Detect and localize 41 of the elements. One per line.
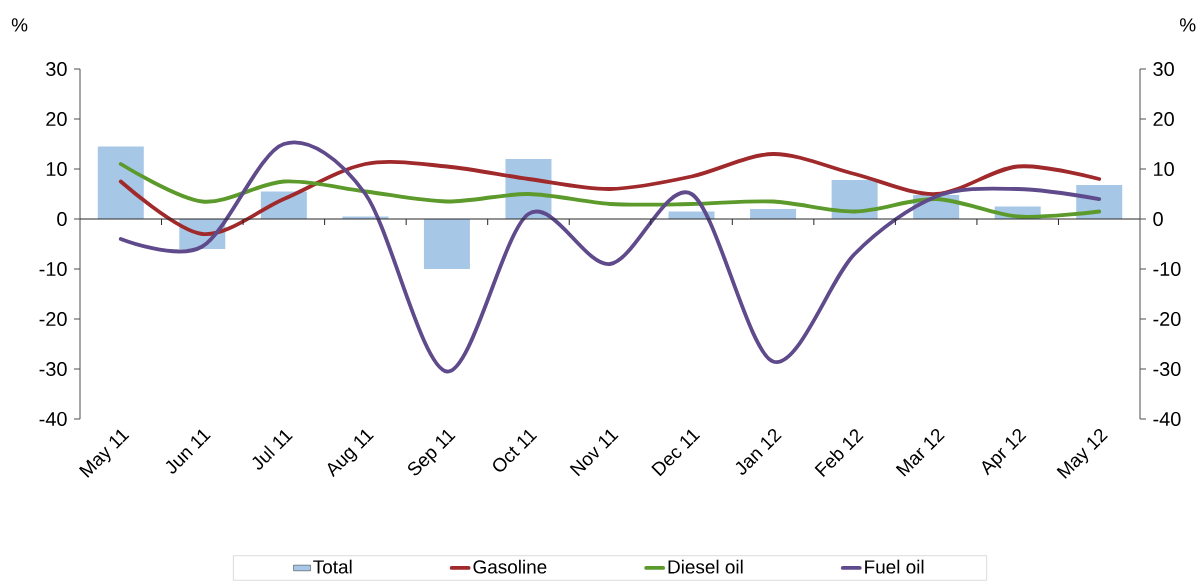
legend-label: Diesel oil (668, 559, 743, 574)
legend-label: Gasoline (473, 559, 547, 574)
x-tick-label: Dec 11 (651, 429, 701, 477)
x-tick-label: Jul 11 (252, 430, 293, 470)
y-tick-label: -40 (39, 411, 67, 427)
line-series (118, 162, 1102, 219)
y2-tick-label: 30 (1153, 61, 1174, 77)
legend-label: Total (313, 559, 352, 574)
y-tick-label: 0 (57, 211, 67, 227)
x-tick-label: Jun 11 (165, 429, 211, 474)
line-series (118, 141, 1102, 374)
x-tick-label: Apr 12 (982, 428, 1027, 476)
y-tick-label: -20 (39, 311, 67, 327)
x-tick-label: May 12 (1056, 428, 1108, 479)
y-tick-label: 30 (46, 61, 67, 77)
line-series (118, 152, 1102, 236)
y-tick-label: -30 (39, 361, 67, 377)
x-tick-label: Mar 12 (895, 428, 945, 477)
x-tick-label: Feb 12 (814, 429, 864, 477)
y2-tick-label: 10 (1154, 161, 1174, 177)
legend-label: Fuel oil (865, 559, 924, 574)
y2-axis-title: % (1179, 18, 1196, 32)
y2-tick-label: -40 (1153, 411, 1181, 427)
y2-tick-label: -30 (1153, 361, 1181, 377)
x-tick-label: Oct 11 (493, 429, 538, 472)
y2-tick-label: -20 (1153, 311, 1181, 327)
x-tick-label: Aug 11 (327, 429, 374, 478)
y-tick-label: 20 (46, 111, 67, 127)
y-tick-label: -10 (39, 261, 67, 277)
y2-tick-label: -10 (1153, 261, 1181, 277)
y2-tick-label: 0 (1153, 211, 1163, 227)
bar (750, 209, 797, 219)
y2-tick-label: 20 (1153, 111, 1174, 127)
bar (423, 219, 470, 269)
bar (97, 146, 144, 219)
x-tick-label: Nov 11 (569, 429, 619, 477)
x-tick-label: Jan 12 (735, 428, 782, 475)
y-tick-label: 10 (46, 161, 67, 177)
y-axis-title: % (11, 18, 28, 32)
x-tick-label: May 11 (78, 429, 130, 478)
x-tick-label: Sep 11 (408, 429, 456, 476)
